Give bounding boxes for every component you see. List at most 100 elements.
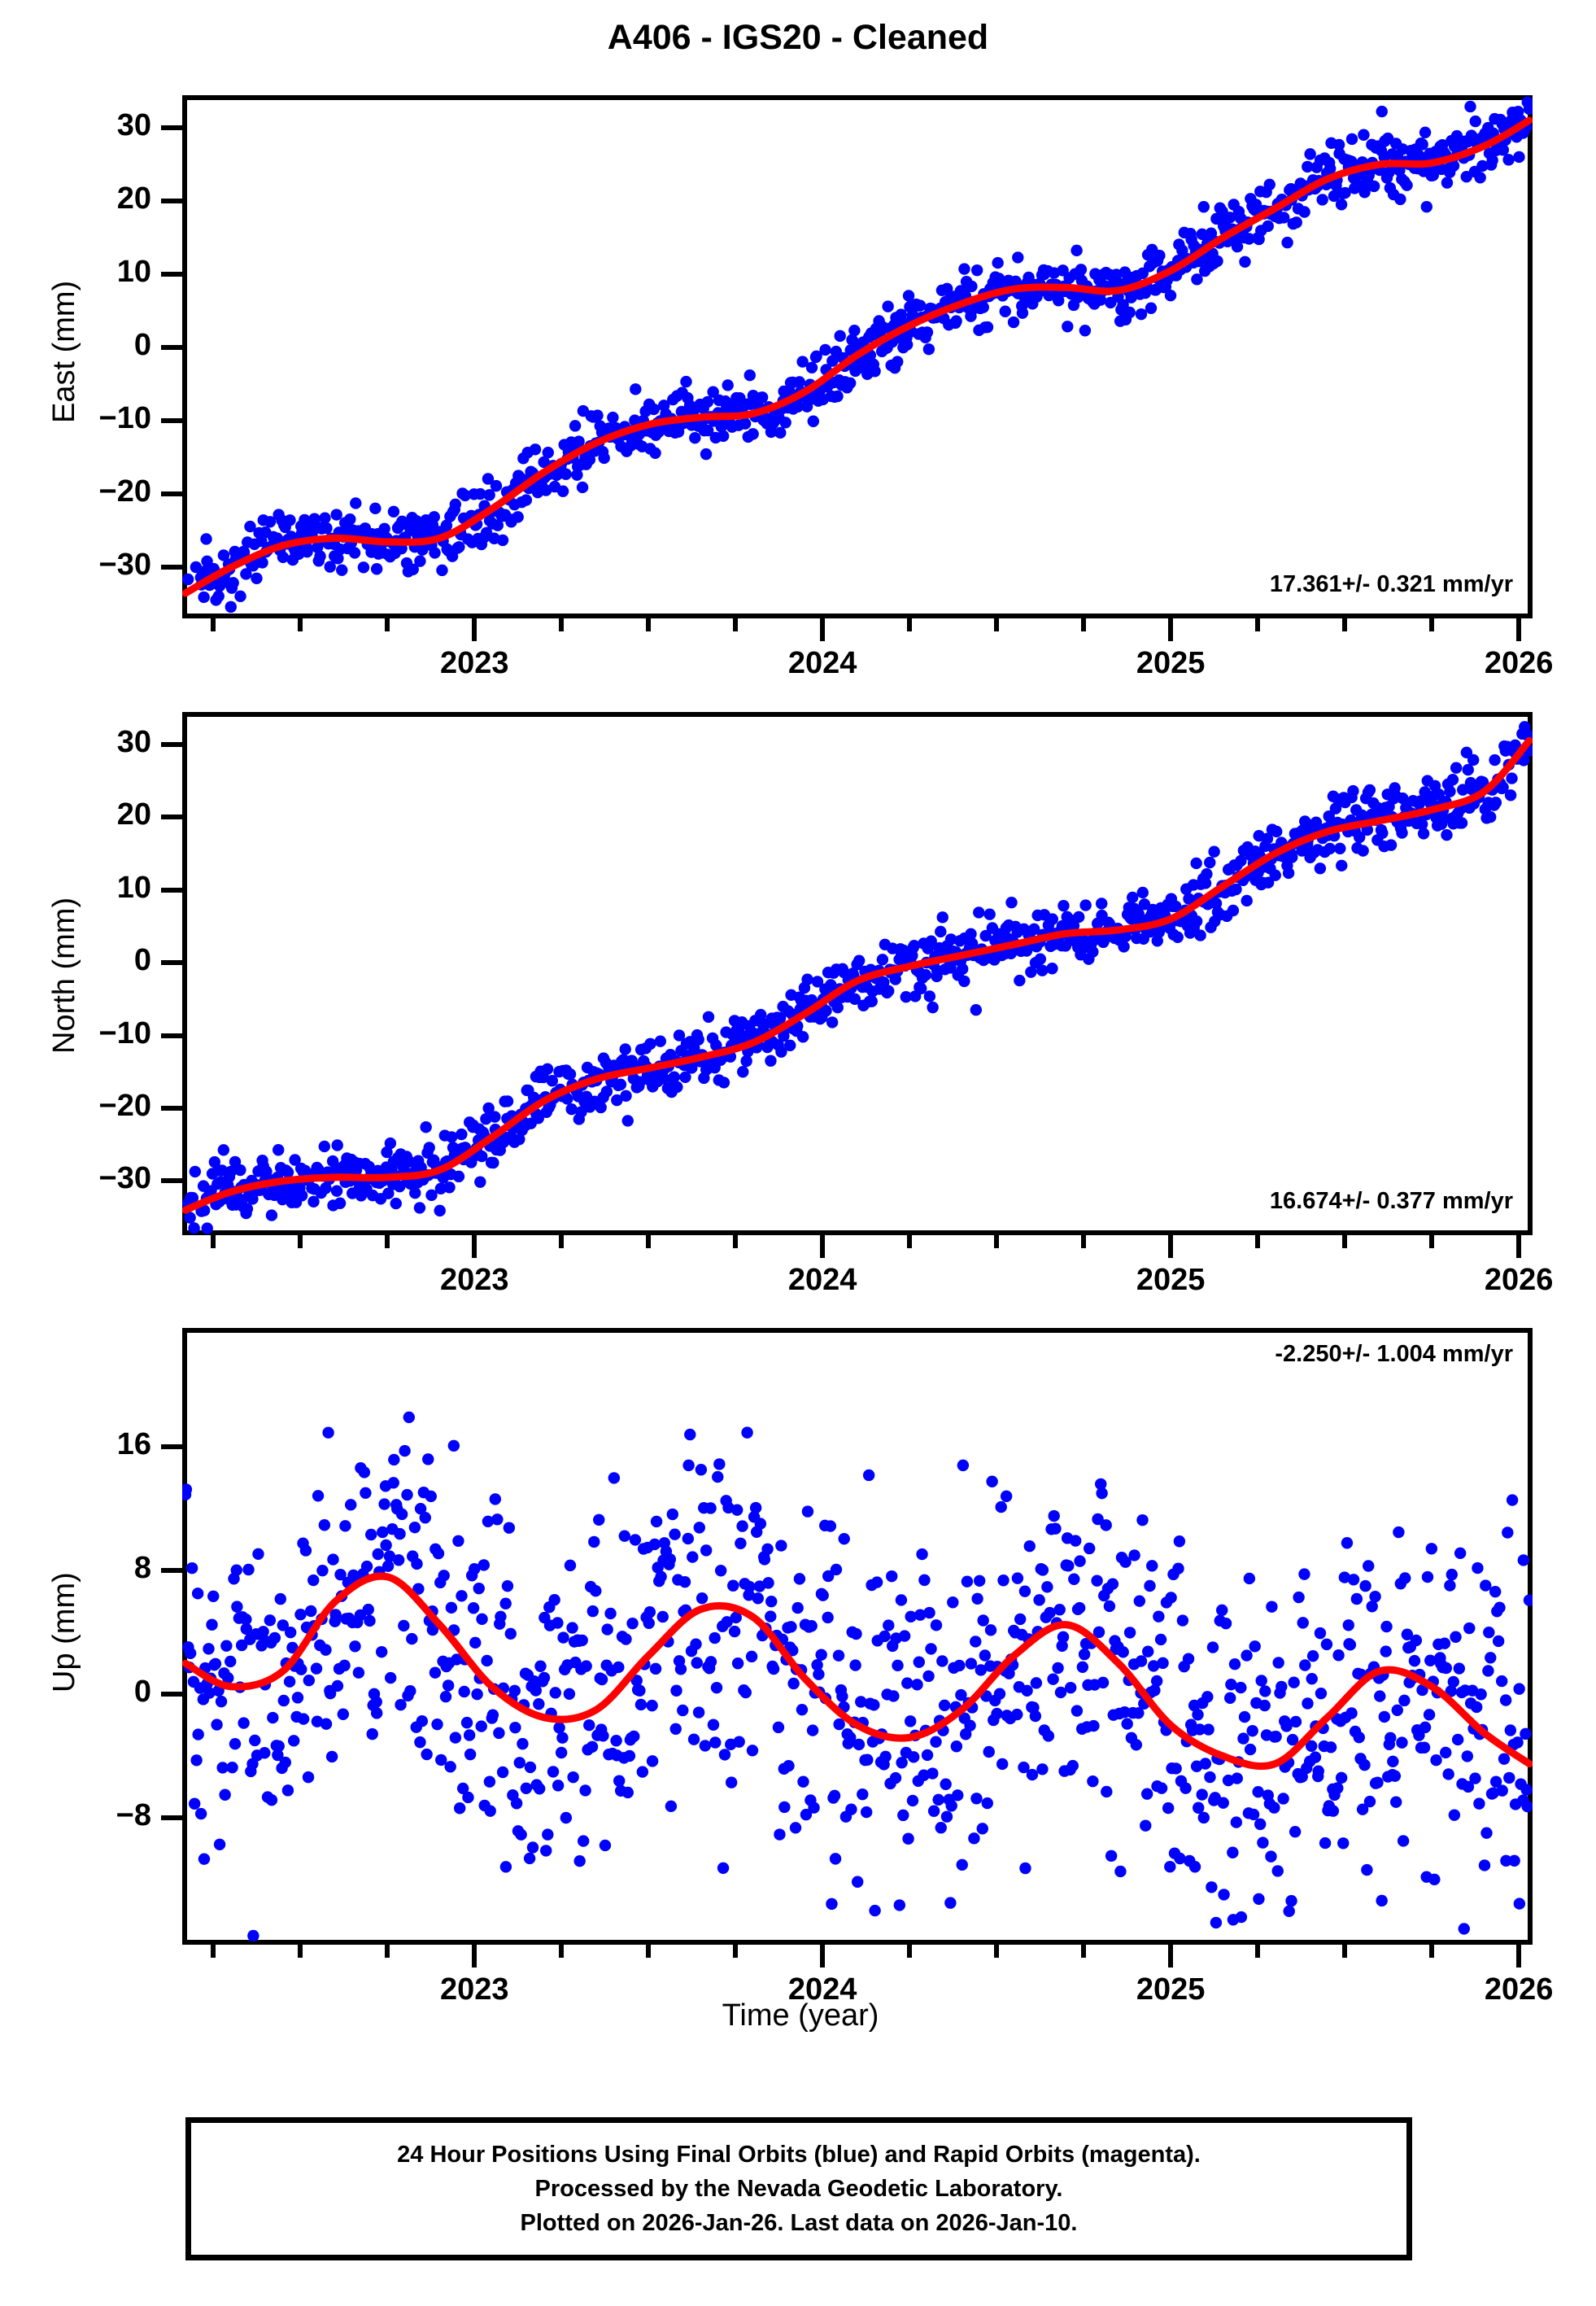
panel-east-plot-area xyxy=(182,96,1533,614)
page-title: A406 - IGS20 - Cleaned xyxy=(607,18,989,57)
x-tick-label: 2026 xyxy=(1484,646,1554,680)
x-tick-mark-minor xyxy=(646,618,652,631)
y-tick-label: 20 xyxy=(116,181,151,216)
x-tick-mark-minor xyxy=(733,1945,739,1958)
trend-line xyxy=(182,736,1533,1214)
trend-line xyxy=(182,116,1533,597)
x-tick-mark-minor xyxy=(298,618,303,631)
y-tick-mark xyxy=(161,565,182,570)
footer-note-box: 24 Hour Positions Using Final Orbits (bl… xyxy=(185,2117,1412,2260)
x-tick-mark-minor xyxy=(907,1945,913,1958)
x-tick-mark-minor xyxy=(733,618,739,631)
x-tick-label: 2026 xyxy=(1484,1263,1554,1297)
x-tick-mark-major xyxy=(472,1945,477,1968)
y-tick-label: −10 xyxy=(98,1015,151,1050)
x-tick-mark-minor xyxy=(646,1235,652,1248)
panel-north xyxy=(182,712,1533,1235)
y-tick-mark xyxy=(161,1568,182,1574)
y-tick-label: 16 xyxy=(116,1427,151,1462)
x-tick-mark-major xyxy=(1168,618,1174,641)
x-tick-label: 2024 xyxy=(787,1263,857,1297)
y-tick-mark xyxy=(161,1692,182,1697)
y-tick-label: −30 xyxy=(98,1161,151,1196)
x-tick-mark-minor xyxy=(1342,1235,1348,1248)
x-tick-mark-major xyxy=(820,1235,826,1258)
y-tick-label: 0 xyxy=(133,328,151,363)
scatter-points xyxy=(182,1411,1533,1942)
x-tick-mark-minor xyxy=(1429,618,1435,631)
y-tick-mark xyxy=(161,1105,182,1111)
x-tick-mark-minor xyxy=(1342,618,1348,631)
y-tick-mark xyxy=(161,741,182,747)
footer-line-3: Plotted on 2026-Jan-26. Last data on 202… xyxy=(520,2210,1078,2237)
y-tick-label: 8 xyxy=(133,1551,151,1586)
y-tick-label: 10 xyxy=(116,255,151,290)
x-tick-mark-minor xyxy=(907,1235,913,1248)
x-tick-mark-major xyxy=(820,618,826,641)
x-tick-mark-minor xyxy=(1081,618,1087,631)
x-tick-label: 2026 xyxy=(1484,1972,1554,2007)
x-tick-mark-minor xyxy=(385,1235,390,1248)
x-tick-mark-minor xyxy=(1081,1945,1087,1958)
x-tick-mark-major xyxy=(1516,1235,1522,1258)
footer-line-2: Processed by the Nevada Geodetic Laborat… xyxy=(534,2175,1063,2202)
panel-up-plot-area xyxy=(182,1411,1533,1942)
y-tick-label: 30 xyxy=(116,724,151,759)
y-tick-mark xyxy=(161,887,182,893)
x-tick-mark-minor xyxy=(298,1945,303,1958)
y-tick-label: −20 xyxy=(98,474,151,509)
x-tick-mark-minor xyxy=(559,1945,565,1958)
panel-up-rate-annotation: -2.250+/- 1.004 mm/yr xyxy=(1275,1341,1513,1367)
y-tick-mark xyxy=(161,272,182,277)
y-tick-mark xyxy=(161,345,182,351)
panel-up xyxy=(182,1328,1533,1945)
x-tick-mark-minor xyxy=(994,1235,1000,1248)
x-tick-mark-major xyxy=(1168,1235,1174,1258)
x-tick-mark-minor xyxy=(1255,1945,1261,1958)
x-tick-label: 2025 xyxy=(1136,1972,1206,2007)
x-tick-label: 2025 xyxy=(1136,646,1206,680)
x-tick-mark-minor xyxy=(385,618,390,631)
y-tick-label: 10 xyxy=(116,870,151,905)
x-tick-mark-minor xyxy=(994,1945,1000,1958)
x-tick-mark-major xyxy=(1516,1945,1522,1968)
x-tick-label: 2024 xyxy=(787,646,857,680)
x-tick-mark-minor xyxy=(1342,1945,1348,1958)
y-tick-mark xyxy=(161,418,182,424)
x-tick-mark-minor xyxy=(1429,1945,1435,1958)
x-tick-mark-minor xyxy=(1429,1235,1435,1248)
y-tick-label: −10 xyxy=(98,401,151,436)
x-tick-label: 2025 xyxy=(1136,1263,1206,1297)
y-tick-mark xyxy=(161,960,182,966)
x-tick-mark-major xyxy=(820,1945,826,1968)
x-tick-mark-minor xyxy=(385,1945,390,1958)
x-tick-mark-minor xyxy=(559,1235,565,1248)
x-tick-mark-minor xyxy=(298,1235,303,1248)
trend-line xyxy=(182,1572,1533,1771)
y-tick-label: −20 xyxy=(98,1088,151,1123)
y-tick-mark xyxy=(161,1815,182,1821)
y-tick-mark xyxy=(161,125,182,131)
x-tick-mark-minor xyxy=(1081,1235,1087,1248)
x-tick-mark-minor xyxy=(1255,1235,1261,1248)
x-tick-label: 2023 xyxy=(439,646,509,680)
x-tick-mark-major xyxy=(472,1235,477,1258)
x-tick-mark-major xyxy=(1516,618,1522,641)
x-axis-label: Time (year) xyxy=(722,1998,879,2033)
x-tick-mark-major xyxy=(472,618,477,641)
x-tick-label: 2024 xyxy=(787,1972,857,2007)
y-tick-mark xyxy=(161,1033,182,1038)
panel-east-rate-annotation: 17.361+/- 0.321 mm/yr xyxy=(1269,571,1513,597)
x-tick-mark-minor xyxy=(646,1945,652,1958)
y-tick-label: 20 xyxy=(116,797,151,832)
y-tick-mark xyxy=(161,199,182,204)
y-tick-label: 30 xyxy=(116,108,151,143)
x-tick-label: 2023 xyxy=(439,1972,509,2007)
y-tick-mark xyxy=(161,1444,182,1450)
panel-north-rate-annotation: 16.674+/- 0.377 mm/yr xyxy=(1269,1188,1513,1214)
x-tick-mark-minor xyxy=(907,618,913,631)
x-tick-mark-minor xyxy=(733,1235,739,1248)
y-tick-mark xyxy=(161,1178,182,1184)
panel-east xyxy=(182,95,1533,618)
